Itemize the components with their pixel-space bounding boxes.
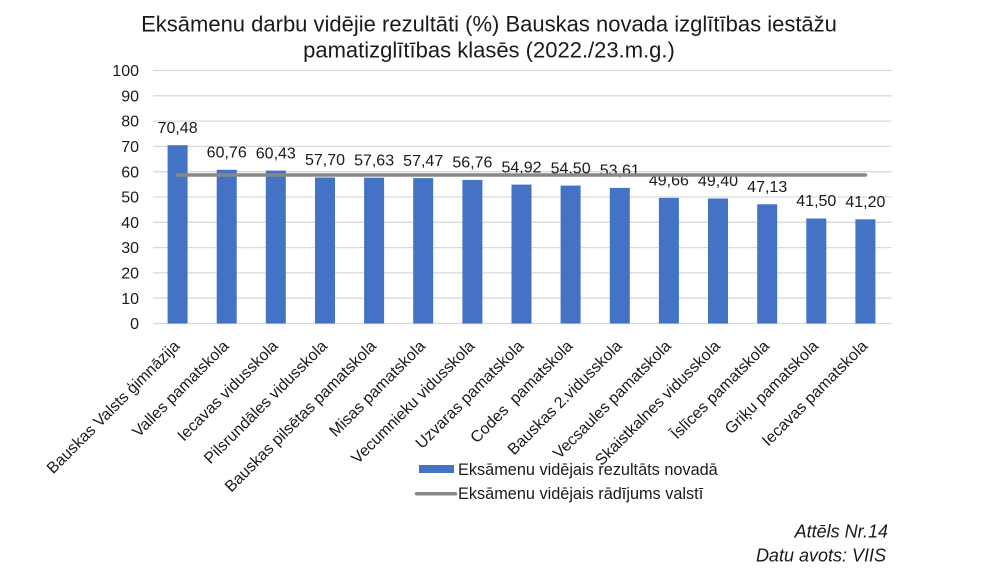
svg-text:60,76: 60,76 xyxy=(207,145,247,162)
svg-text:70,48: 70,48 xyxy=(158,120,198,137)
svg-text:Eksāmenu vidējais rezultāts no: Eksāmenu vidējais rezultāts novadā xyxy=(458,461,719,479)
svg-text:50: 50 xyxy=(121,190,139,207)
svg-text:0: 0 xyxy=(130,316,139,333)
svg-text:70: 70 xyxy=(121,139,139,156)
svg-text:Eksāmenu darbu vidējie rezultā: Eksāmenu darbu vidējie rezultāti (%) Bau… xyxy=(141,12,837,37)
svg-text:10: 10 xyxy=(121,291,139,308)
svg-text:49,40: 49,40 xyxy=(698,173,738,190)
svg-text:57,70: 57,70 xyxy=(305,152,345,169)
svg-text:57,63: 57,63 xyxy=(354,152,394,169)
svg-text:80: 80 xyxy=(121,114,139,131)
svg-text:49,66: 49,66 xyxy=(649,173,689,190)
svg-text:41,50: 41,50 xyxy=(796,193,836,210)
svg-text:57,47: 57,47 xyxy=(403,153,443,170)
svg-text:Attēls Nr.14: Attēls Nr.14 xyxy=(794,522,888,542)
svg-text:60: 60 xyxy=(121,164,139,181)
svg-text:100: 100 xyxy=(112,63,139,80)
svg-text:47,13: 47,13 xyxy=(747,179,787,196)
svg-text:54,92: 54,92 xyxy=(501,159,541,176)
svg-text:pamatizglītības klasēs (2022./: pamatizglītības klasēs (2022./23.m.g.) xyxy=(303,38,675,63)
svg-text:53,61: 53,61 xyxy=(600,163,640,180)
svg-text:90: 90 xyxy=(121,88,139,105)
svg-text:41,20: 41,20 xyxy=(845,194,885,211)
svg-text:Datu avots: VIIS: Datu avots: VIIS xyxy=(756,546,886,566)
svg-text:60,43: 60,43 xyxy=(256,145,296,162)
svg-text:40: 40 xyxy=(121,215,139,232)
svg-text:20: 20 xyxy=(121,266,139,283)
svg-text:56,76: 56,76 xyxy=(452,155,492,172)
svg-text:Eksāmenu vidējais rādījums val: Eksāmenu vidējais rādījums valstī xyxy=(458,485,704,503)
svg-text:54,50: 54,50 xyxy=(551,160,591,177)
svg-text:30: 30 xyxy=(121,240,139,257)
